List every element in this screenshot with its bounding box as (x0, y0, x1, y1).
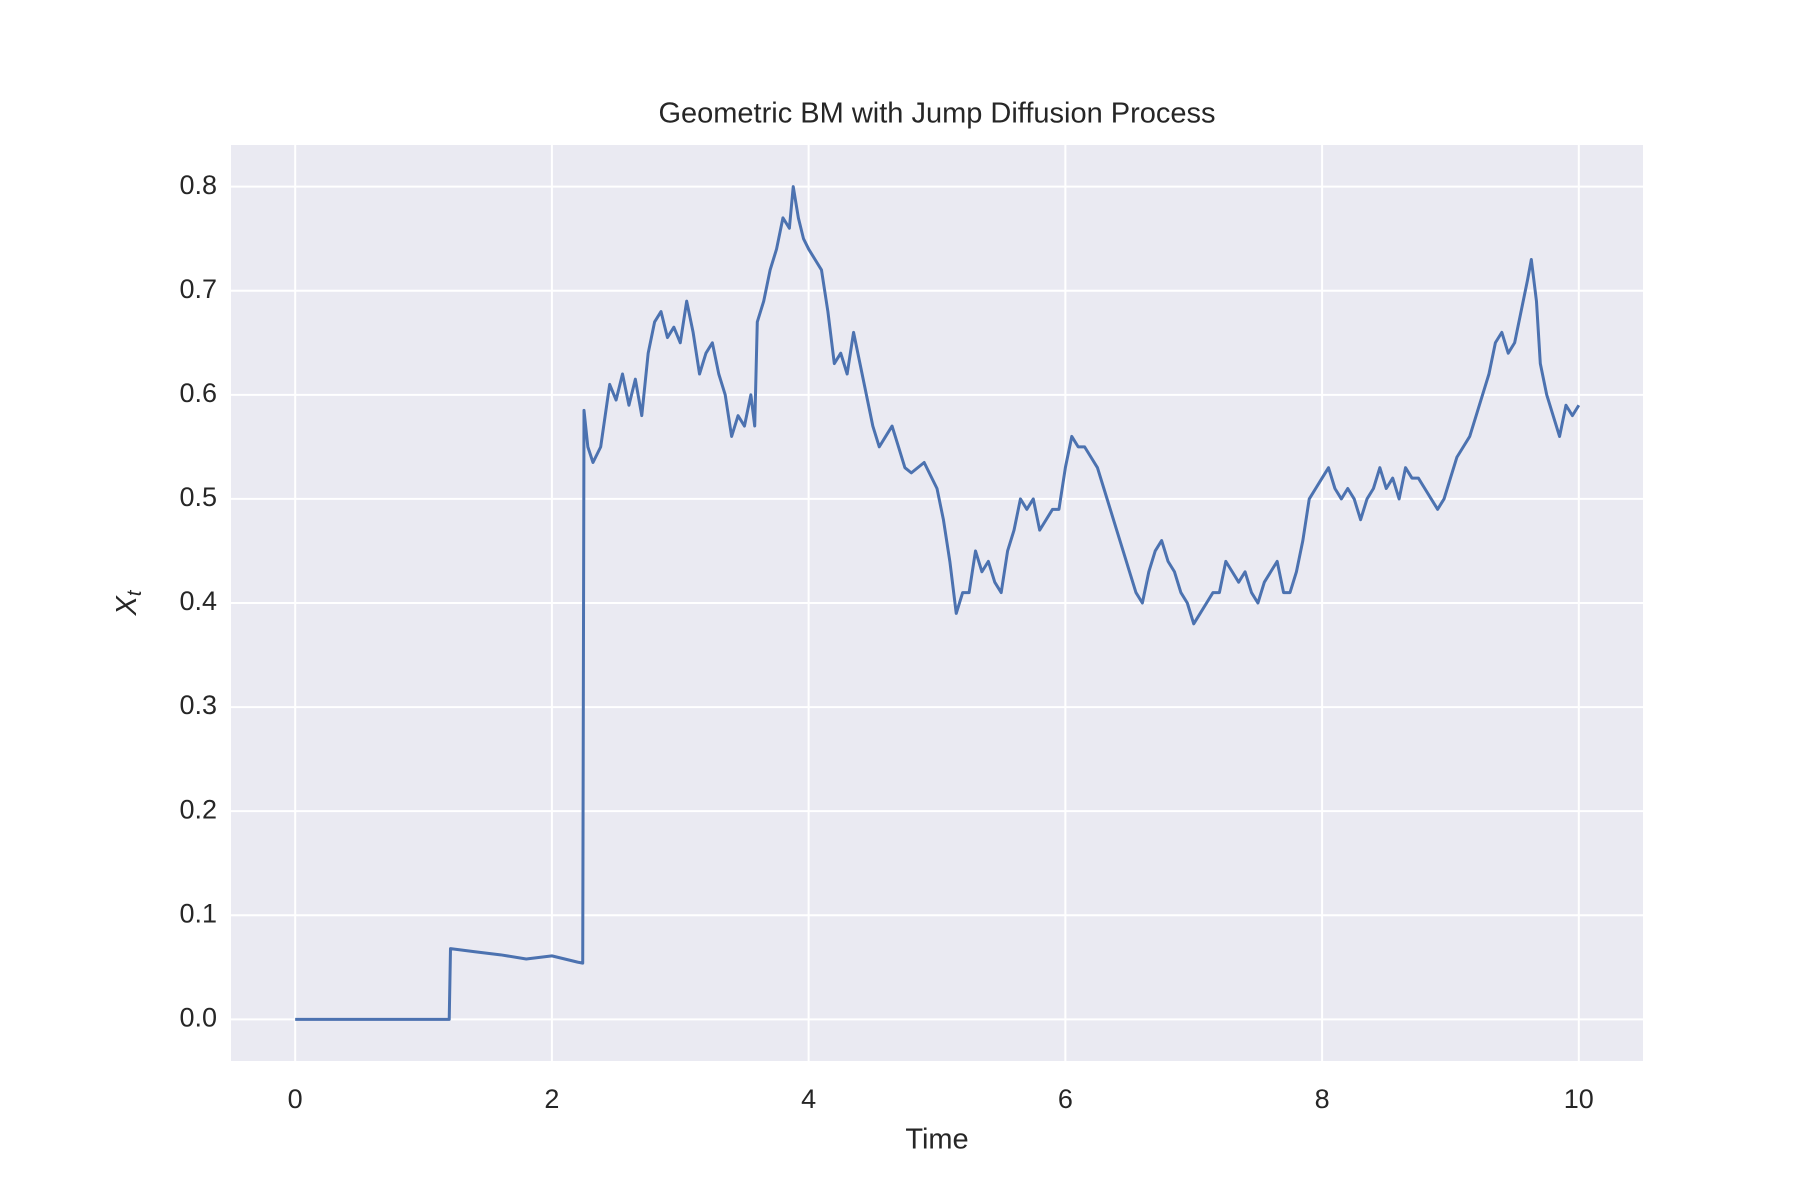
y-tick-label: 0.4 (179, 586, 217, 616)
y-tick-label: 0.6 (179, 378, 217, 408)
x-tick-label: 6 (1058, 1084, 1073, 1114)
y-tick-label: 0.8 (179, 170, 217, 200)
y-axis-label: Xt (111, 589, 147, 616)
data-line (295, 185, 1581, 1021)
y-tick-label: 0.1 (179, 898, 217, 928)
y-label-base: X (111, 594, 143, 616)
x-axis-label: Time (905, 1124, 968, 1156)
y-tick-label: 0.0 (179, 1002, 217, 1032)
y-tick-label: 0.3 (179, 690, 217, 720)
x-tick-label: 2 (544, 1084, 559, 1114)
x-tick-label: 10 (1564, 1084, 1594, 1114)
y-tick-label: 0.2 (179, 794, 217, 824)
x-tick-label: 0 (288, 1084, 303, 1114)
x-tick-label: 8 (1315, 1084, 1330, 1114)
y-tick-label: 0.7 (179, 274, 217, 304)
x-tick-label: 4 (801, 1084, 816, 1114)
y-tick-label: 0.5 (179, 482, 217, 512)
y-label-subscript: t (124, 589, 146, 596)
chart-title: Geometric BM with Jump Diffusion Process (658, 98, 1215, 130)
